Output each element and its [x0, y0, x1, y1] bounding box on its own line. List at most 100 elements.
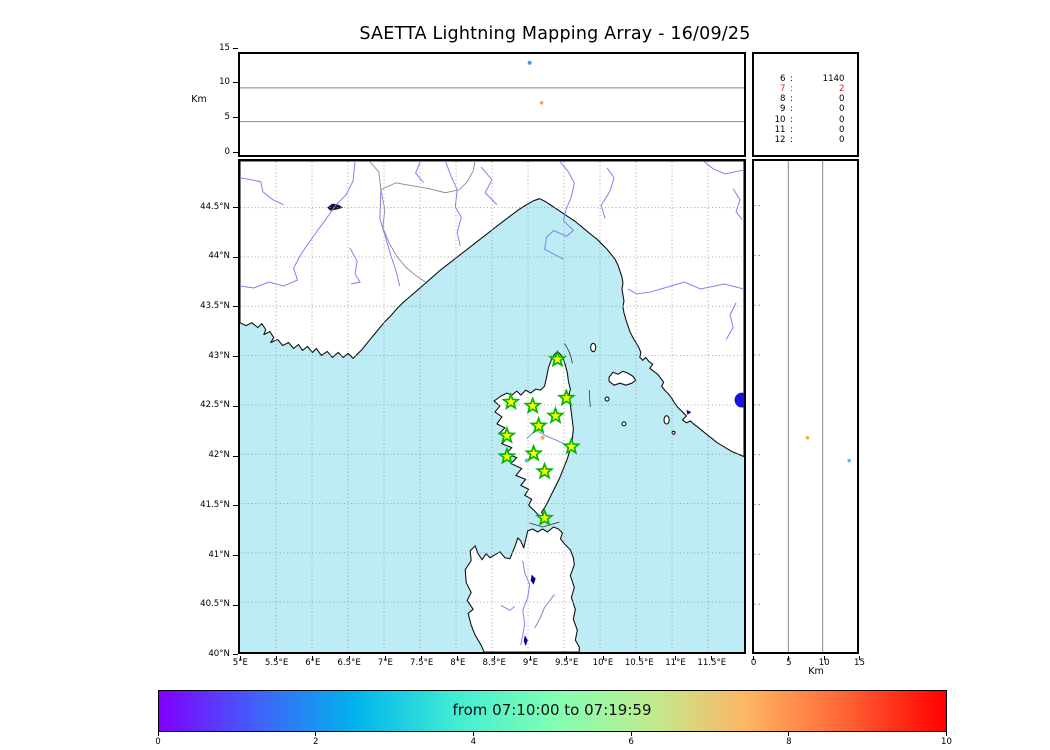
stat-value: 0 [839, 114, 845, 125]
axis-tick [233, 82, 238, 84]
km-tick-label: 10 [818, 658, 830, 668]
stat-colon: : [790, 114, 793, 125]
axis-tick [602, 656, 604, 660]
count-row-6: 6: 1140 [770, 73, 845, 84]
lon-tick-label: 8.5°E [482, 658, 506, 668]
axis-tick [233, 306, 238, 308]
colorbar-tick-label: 10 [941, 736, 952, 747]
sensor-stations [497, 348, 581, 526]
colorbar-time-range-label: from 07:10:00 to 07:19:59 [452, 700, 652, 719]
lat-tick-label: 41.5°N [200, 499, 230, 510]
altitude-latitude-panel[interactable] [751, 158, 859, 654]
continental-coastline [240, 160, 744, 457]
colorbar-tick-label: 0 [155, 736, 161, 747]
country-borders [368, 160, 476, 282]
axis-tick [233, 455, 238, 457]
figure-title: SAETTA Lightning Mapping Array - 16/09/2… [359, 24, 751, 44]
lon-tick-label: 9.5°E [555, 658, 579, 668]
axis-tick [711, 656, 713, 660]
axis-tick [946, 732, 947, 736]
lat-tick-label: 41°N [208, 549, 230, 560]
axis-tick [233, 356, 238, 358]
right-panel-km-label: Km [808, 666, 824, 677]
count-row-8: 8: 0 [770, 94, 845, 105]
pianosa-island [604, 396, 610, 402]
stat-label: 10 [774, 114, 786, 125]
stat-value: 2 [839, 83, 845, 94]
axis-tick [233, 405, 238, 407]
stat-colon: : [790, 73, 793, 84]
stat-value: 0 [839, 104, 845, 115]
lat-tick-label: 40.5°N [200, 599, 230, 610]
lat-tick-label: 42.5°N [200, 400, 230, 411]
map-panel[interactable] [238, 158, 746, 654]
axis-tick [315, 732, 317, 736]
altitude-tick-label: 0 [224, 147, 230, 158]
lon-tick-label: 5°E [232, 658, 248, 668]
axis-tick [788, 732, 790, 736]
time-colorbar[interactable]: from 07:10:00 to 07:19:59 [157, 689, 947, 732]
km-tick-label: 5 [786, 658, 792, 668]
corsica-coastline [493, 350, 574, 520]
axis-tick [233, 47, 238, 49]
axis-tick [472, 732, 474, 736]
stat-value: 0 [839, 94, 845, 105]
axis-tick [233, 505, 238, 507]
axis-tick [529, 656, 531, 660]
altitude-time-panel[interactable] [238, 51, 746, 157]
stat-value: 0 [839, 135, 845, 146]
lat-tick-label: 42°N [208, 450, 230, 461]
axis-tick [457, 656, 459, 660]
giglio-island [663, 414, 670, 425]
axis-tick [859, 656, 860, 660]
altitude-time-plot [240, 60, 744, 122]
capraia-island [590, 342, 597, 352]
stat-label: 7 [780, 83, 786, 94]
source-count-box: 6: 1140 7: 2 8: 0 9: 0 10: 0 11: 0 12: 0 [751, 51, 859, 157]
stat-colon: : [790, 135, 793, 146]
montecristo-island [621, 420, 627, 426]
lon-tick-label: 6°E [305, 658, 321, 668]
axis-tick [276, 656, 278, 660]
lat-tick-label: 44°N [208, 251, 230, 262]
lon-tick-label: 8°E [450, 658, 466, 668]
axis-tick [312, 656, 314, 660]
lakes [327, 203, 692, 646]
stat-label: 12 [774, 135, 786, 146]
axis-tick [638, 656, 640, 660]
axis-tick [753, 656, 755, 660]
landmasses [240, 160, 744, 652]
lon-tick-label: 5.5°E [264, 658, 289, 668]
axis-tick [566, 656, 568, 660]
count-row-10: 10: 0 [770, 115, 845, 125]
lightning-source-dots [524, 392, 744, 463]
axis-tick [233, 256, 238, 258]
count-row-12: 12: 0 [770, 135, 845, 145]
axis-tick [421, 656, 423, 660]
stat-value: 1140 [822, 73, 845, 84]
count-row-7: 7: 2 [770, 83, 845, 94]
colorbar-tick-label: 8 [786, 736, 792, 747]
altitude-tick-label: 15 [219, 42, 230, 53]
altitude-tick-label: 5 [224, 112, 230, 123]
colorbar-tick-label: 2 [312, 736, 319, 747]
lat-tick-label: 44.5°N [200, 201, 230, 212]
axis-tick [675, 656, 677, 660]
axis-tick [788, 656, 790, 660]
colorbar-tick-label: 6 [628, 736, 634, 747]
axis-tick [823, 656, 825, 660]
stat-colon: : [790, 94, 793, 105]
stat-label: 11 [774, 124, 786, 135]
stat-colon: : [790, 124, 793, 135]
count-row-11: 11: 0 [770, 125, 845, 135]
lon-tick-label: 9°E [522, 658, 539, 668]
stat-label: 8 [780, 94, 786, 105]
km-tick-label: 0 [750, 658, 757, 668]
thin-line-marks [529, 342, 591, 527]
axis-tick [630, 732, 632, 736]
stat-colon: : [790, 83, 793, 94]
lat-tick-label: 43°N [208, 350, 230, 361]
axis-tick [233, 555, 238, 557]
stat-colon: : [790, 104, 793, 115]
